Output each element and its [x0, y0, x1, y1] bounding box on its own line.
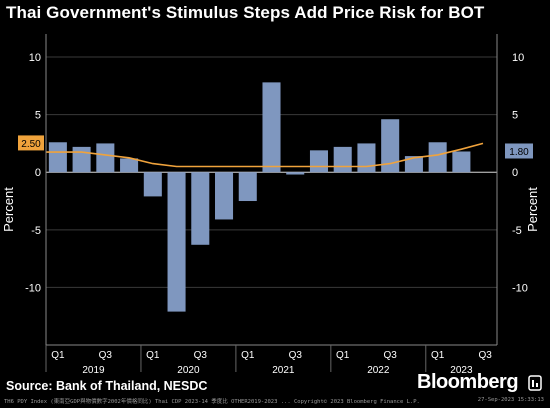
x-tick-label-quarter: Q3: [384, 350, 398, 361]
y-axis-title-left: Percent: [1, 187, 16, 232]
bar: [262, 82, 281, 173]
y-tick-label-left: -5: [31, 225, 41, 237]
y-tick-label-right: 0: [512, 167, 518, 179]
x-tick-label-year: 2020: [177, 365, 200, 376]
bloomberg-terminal-icon: [528, 375, 542, 391]
callout-right: 1.80: [505, 143, 533, 159]
y-tick-label-left: 10: [29, 52, 41, 64]
x-tick-label-quarter: Q1: [51, 350, 65, 361]
y-tick-label-left: -10: [25, 282, 41, 294]
x-tick-label-year: 2021: [272, 365, 295, 376]
bar: [167, 172, 186, 312]
y-tick-label-right: 5: [512, 110, 518, 122]
bar: [381, 119, 400, 173]
y-tick-label-right: -5: [512, 225, 522, 237]
bar: [238, 172, 257, 202]
bar: [48, 142, 67, 173]
bar: [143, 172, 162, 197]
y-tick-label-right: 10: [512, 52, 524, 64]
bar: [120, 158, 139, 173]
bar: [286, 172, 305, 175]
bar: [96, 143, 115, 173]
x-tick-label-quarter: Q3: [289, 350, 303, 361]
x-tick-label-quarter: Q3: [478, 350, 492, 361]
bar: [191, 172, 210, 245]
bar: [428, 142, 447, 173]
callout-left-box: [18, 135, 44, 151]
bar: [404, 156, 423, 173]
y-tick-label-left: 0: [35, 167, 41, 179]
callout-right-label: 1.80: [509, 147, 529, 158]
x-tick-label-quarter: Q1: [146, 350, 160, 361]
x-tick-label-quarter: Q1: [241, 350, 255, 361]
bloomberg-logo: Bloomberg: [417, 371, 519, 393]
rate-line: [46, 142, 484, 168]
x-tick-label-quarter: Q3: [194, 350, 208, 361]
bar: [309, 150, 328, 173]
bar: [215, 172, 234, 220]
callout-left: 2.50: [18, 135, 44, 151]
bar: [72, 146, 91, 173]
callout-left-label: 2.50: [21, 139, 41, 150]
x-tick-label-year: 2022: [367, 365, 390, 376]
x-tick-label-year: 2019: [82, 365, 105, 376]
x-tick-label-quarter: Q1: [336, 350, 350, 361]
y-tick-label-right: -10: [512, 282, 528, 294]
x-tick-label-year: 2023: [450, 365, 473, 376]
callout-right-box: [505, 143, 533, 159]
bar: [357, 143, 376, 173]
x-tick-label-quarter: Q1: [431, 350, 445, 361]
x-tick-label-quarter: Q3: [99, 350, 113, 361]
bar: [333, 146, 352, 173]
footer-info: TH6 PDY Index (東南亞GDP與物價數字2002年價格同比) Tha…: [4, 399, 420, 405]
source-note: Source: Bank of Thailand, NESDC: [6, 379, 208, 393]
y-axis-title-right: Percent: [525, 187, 540, 232]
footer-timestamp: 27-Sep-2023 15:33:13: [477, 397, 544, 403]
y-tick-label-left: 5: [35, 110, 41, 122]
chart-title: Thai Government's Stimulus Steps Add Pri…: [6, 3, 485, 22]
bar: [452, 151, 471, 173]
